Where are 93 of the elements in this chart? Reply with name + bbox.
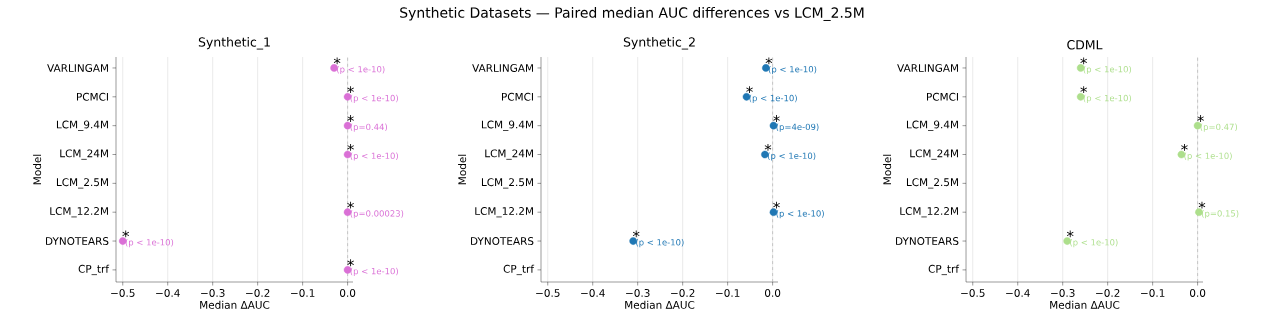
annotation: (p=0.15) xyxy=(1201,210,1239,219)
x-tick-label: 0.0 xyxy=(764,289,781,297)
y-tick-label: DYNOTEARS xyxy=(896,237,959,245)
x-tick-label: −0.3 xyxy=(201,289,225,297)
annotation: * xyxy=(1080,86,1087,94)
annotation: * xyxy=(347,259,354,267)
annotation: (p=0.44) xyxy=(350,123,388,132)
annotation: (p < 1e-10) xyxy=(350,267,398,276)
y-tick-label: DYNOTEARS xyxy=(46,237,109,245)
annotation: (p < 1e-10) xyxy=(350,94,398,103)
annotation: * xyxy=(773,115,780,122)
annotation: * xyxy=(1197,115,1204,122)
x-tick-label: −0.4 xyxy=(581,289,605,297)
y-tick-label: LCM_9.4M xyxy=(906,120,958,131)
chart-title: Synthetic_1 xyxy=(198,37,270,50)
x-tick-label: −0.2 xyxy=(671,289,695,297)
y-tick-label: VARLINGAM xyxy=(47,64,108,72)
x-tick-label: 0.0 xyxy=(1189,289,1206,297)
x-tick-label: −0.5 xyxy=(111,289,135,297)
y-tick-label: LCM_9.4M xyxy=(481,120,533,131)
chart-title: Synthetic_2 xyxy=(623,37,695,50)
annotation: * xyxy=(1198,201,1206,209)
y-tick-label: PCMCI xyxy=(76,92,108,101)
point xyxy=(1063,237,1071,245)
annotation: (p < 1e-10) xyxy=(768,65,817,75)
text: Synthetic Datasets — Paired median AUC differences vs LCM_2.5M xyxy=(400,7,864,21)
x-tick-label: −0.4 xyxy=(1006,289,1030,297)
x-tick-label: 0.0 xyxy=(339,289,356,297)
annotation: * xyxy=(765,57,773,65)
y-tick-label: LCM_24M xyxy=(485,149,533,160)
annotation: (p < 1e-10) xyxy=(636,238,684,248)
y-tick-label: LCM_12.2M xyxy=(475,207,533,218)
x-tick-label: −0.2 xyxy=(1096,289,1120,297)
annotation: (p=0.00023) xyxy=(350,210,404,219)
x-tick-label: −0.2 xyxy=(246,289,270,297)
y-axis-title: Model xyxy=(458,154,467,185)
x-axis-title: Median ΔAUC xyxy=(200,300,270,309)
annotation: (p=4e-09) xyxy=(776,123,819,132)
x-tick-label: −0.1 xyxy=(291,289,315,297)
y-axis-title: Model xyxy=(883,154,892,185)
annotation: * xyxy=(632,230,640,238)
x-axis-title: Median ΔAUC xyxy=(625,300,695,309)
y-tick-label: LCM_12.2M xyxy=(50,207,108,218)
x-tick-label: −0.3 xyxy=(1051,289,1075,297)
annotation: * xyxy=(347,86,354,94)
annotation: * xyxy=(347,115,354,122)
x-tick-label: −0.5 xyxy=(961,289,985,297)
annotation: * xyxy=(1080,57,1087,65)
annotation: (p < 1e-10) xyxy=(767,152,816,161)
y-tick-label: LCM_24M xyxy=(910,149,958,160)
y-tick-label: LCM_2.5M xyxy=(906,178,958,189)
annotation: (p < 1e-10) xyxy=(776,210,824,219)
annotation: * xyxy=(1066,230,1074,238)
x-tick-label: −0.4 xyxy=(156,289,180,297)
annotation: (p < 1e-10) xyxy=(1184,152,1232,161)
y-tick-label: PCMCI xyxy=(502,92,533,101)
y-tick-label: LCM_24M xyxy=(60,149,108,160)
annotation: (p < 1e-10) xyxy=(125,238,174,248)
annotation: * xyxy=(746,86,753,94)
x-tick-label: −0.1 xyxy=(1141,289,1165,297)
annotation: * xyxy=(773,201,780,209)
annotation: (p < 1e-10) xyxy=(1070,238,1118,248)
chart-title: CDML xyxy=(1067,40,1103,50)
point xyxy=(629,237,637,245)
y-tick-label: LCM_12.2M xyxy=(900,207,958,218)
annotation: * xyxy=(347,143,354,151)
y-tick-label: LCM_2.5M xyxy=(56,178,108,189)
y-tick-label: VARLINGAM xyxy=(472,64,533,72)
y-tick-label: CP_trf xyxy=(928,264,960,276)
y-axis-title: Model xyxy=(33,154,42,185)
annotation: * xyxy=(122,230,130,238)
annotation: * xyxy=(333,57,341,65)
x-axis-title: Median ΔAUC xyxy=(1050,300,1120,309)
annotation: (p < 1e-10) xyxy=(350,152,398,161)
y-tick-label: CP_trf xyxy=(78,264,110,276)
annotation: (p=0.47) xyxy=(1200,123,1238,132)
point xyxy=(762,64,770,72)
y-tick-label: DYNOTEARS xyxy=(471,237,534,245)
y-tick-label: VARLINGAM xyxy=(897,64,958,72)
annotation: * xyxy=(1181,143,1188,151)
x-tick-label: −0.1 xyxy=(716,289,740,297)
annotation: * xyxy=(347,201,354,209)
y-tick-label: LCM_9.4M xyxy=(56,120,108,131)
y-tick-label: PCMCI xyxy=(927,92,958,101)
x-tick-label: −0.3 xyxy=(626,289,650,297)
y-tick-label: CP_trf xyxy=(503,264,535,276)
annotation: (p < 1e-10) xyxy=(1083,65,1132,75)
annotation: (p < 1e-10) xyxy=(337,65,385,75)
annotation: * xyxy=(764,143,772,151)
annotation: (p < 1e-10) xyxy=(1083,94,1132,103)
x-tick-label: −0.5 xyxy=(536,289,560,297)
annotation: (p < 1e-10) xyxy=(749,94,797,103)
y-tick-label: LCM_2.5M xyxy=(481,178,533,189)
